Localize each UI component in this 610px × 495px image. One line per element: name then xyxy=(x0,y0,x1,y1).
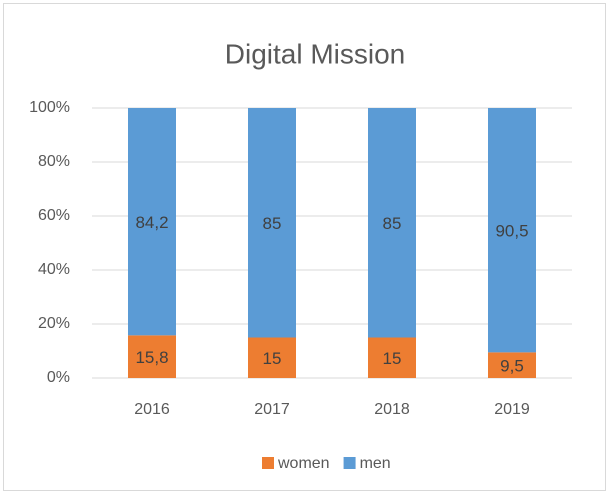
bar-segment xyxy=(488,352,536,378)
x-tick-label: 2019 xyxy=(494,401,530,418)
y-tick-label: 100% xyxy=(29,99,70,116)
x-tick-label: 2017 xyxy=(254,401,290,418)
bar-segment xyxy=(248,108,296,338)
bar-segment xyxy=(368,108,416,338)
y-tick-label: 60% xyxy=(38,207,70,224)
y-tick-label: 40% xyxy=(38,261,70,278)
bar-segment xyxy=(488,108,536,353)
legend-label: men xyxy=(360,455,391,472)
bar-segment xyxy=(248,337,296,378)
y-tick-label: 0% xyxy=(47,369,70,386)
data-label: 15,8 xyxy=(135,348,168,367)
bar-segment xyxy=(368,337,416,378)
data-label: 85 xyxy=(383,214,402,233)
x-tick-label: 2016 xyxy=(134,401,170,418)
legend-label: women xyxy=(277,455,330,472)
chart-title: Digital Mission xyxy=(225,38,406,69)
data-label: 90,5 xyxy=(495,222,528,241)
legend-swatch xyxy=(343,457,356,469)
y-tick-label: 20% xyxy=(38,315,70,332)
bar-segment xyxy=(128,108,176,336)
x-tick-label: 2018 xyxy=(374,401,410,418)
data-label: 15 xyxy=(263,349,282,368)
data-label: 84,2 xyxy=(135,213,168,232)
data-label: 85 xyxy=(263,214,282,233)
legend-swatch xyxy=(262,457,274,469)
data-label: 9,5 xyxy=(500,357,524,376)
y-tick-label: 80% xyxy=(38,153,70,170)
bar-segment xyxy=(128,335,176,378)
data-label: 15 xyxy=(383,349,402,368)
